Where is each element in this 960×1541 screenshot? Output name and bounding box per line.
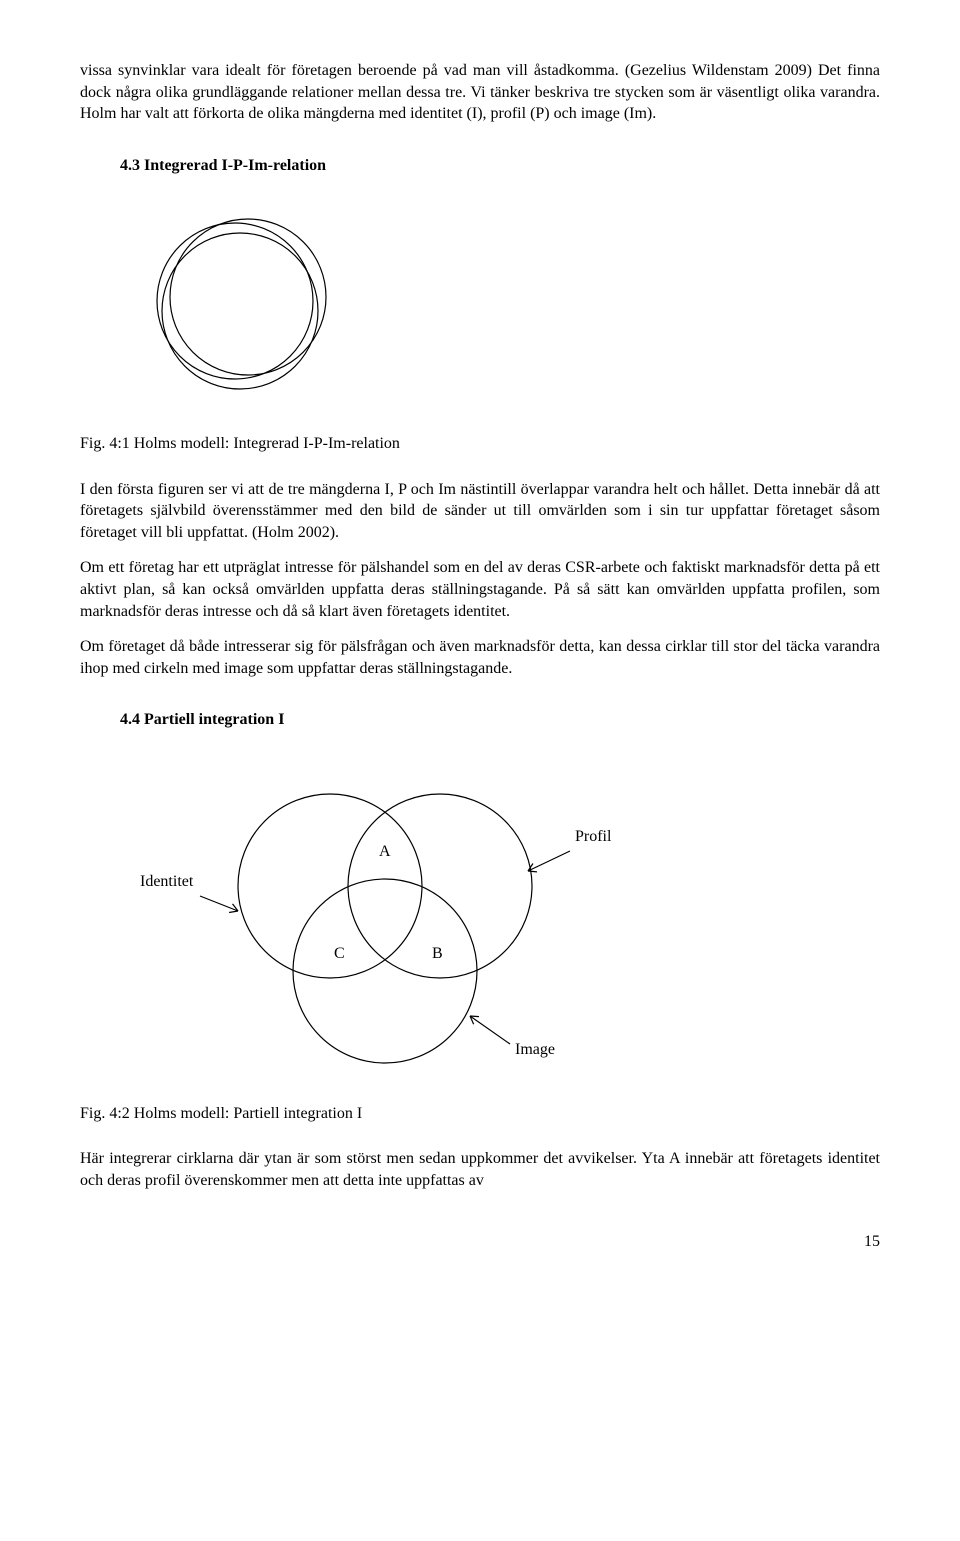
paragraph: vissa synvinklar vara idealt för företag… bbox=[80, 60, 880, 125]
svg-text:Profil: Profil bbox=[575, 828, 612, 845]
figure-4-2-caption: Fig. 4:2 Holms modell: Partiell integrat… bbox=[80, 1103, 880, 1125]
svg-text:C: C bbox=[334, 945, 345, 962]
figure-4-1-caption: Fig. 4:1 Holms modell: Integrerad I-P-Im… bbox=[80, 433, 880, 455]
paragraph: Om ett företag har ett utpräglat intress… bbox=[80, 557, 880, 622]
section-heading-4-3: 4.3 Integrerad I-P-Im-relation bbox=[120, 155, 880, 177]
paragraph: Här integrerar cirklarna där ytan är som… bbox=[80, 1148, 880, 1191]
svg-text:A: A bbox=[379, 843, 391, 860]
paragraph: Om företaget då både intresserar sig för… bbox=[80, 636, 880, 679]
page-number: 15 bbox=[80, 1231, 880, 1253]
figure-4-1-diagram bbox=[140, 201, 880, 413]
svg-text:Image: Image bbox=[515, 1041, 555, 1058]
paragraph: I den första figuren ser vi att de tre m… bbox=[80, 479, 880, 544]
svg-text:Identitet: Identitet bbox=[140, 873, 194, 890]
figure-4-2-diagram: A C B Identitet Profil Image bbox=[120, 756, 880, 1083]
svg-text:B: B bbox=[432, 945, 443, 962]
section-heading-4-4: 4.4 Partiell integration I bbox=[120, 709, 880, 731]
